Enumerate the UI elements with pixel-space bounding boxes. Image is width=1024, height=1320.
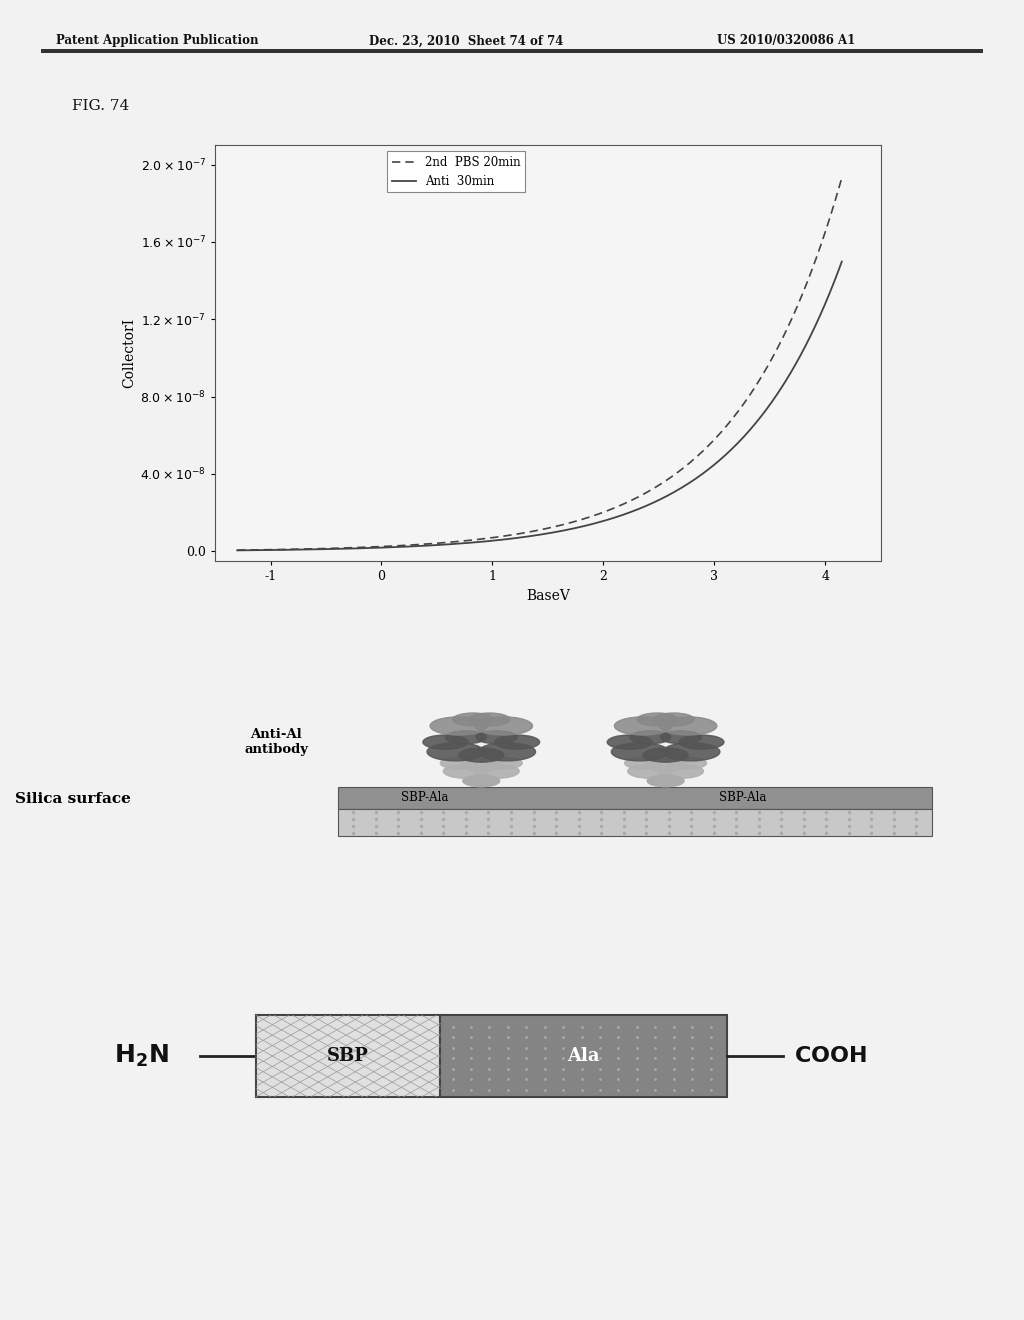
Circle shape xyxy=(611,743,669,760)
Line: Anti  30min: Anti 30min xyxy=(238,261,842,550)
2nd  PBS 20min xyxy=(522,524,535,540)
Circle shape xyxy=(659,717,717,735)
Circle shape xyxy=(485,758,522,770)
Circle shape xyxy=(660,731,701,743)
Bar xyxy=(338,787,932,809)
Circle shape xyxy=(614,717,672,735)
Text: SBP-Ala: SBP-Ala xyxy=(719,791,766,804)
Circle shape xyxy=(663,743,720,760)
Text: $\mathbf{H_2N}$: $\mathbf{H_2N}$ xyxy=(115,1043,169,1069)
Line: 2nd  PBS 20min: 2nd PBS 20min xyxy=(238,178,842,550)
Bar xyxy=(440,1015,727,1097)
Circle shape xyxy=(637,713,678,726)
Circle shape xyxy=(670,758,707,770)
Y-axis label: CollectorI: CollectorI xyxy=(122,318,136,388)
Circle shape xyxy=(459,748,504,762)
Circle shape xyxy=(476,731,517,743)
Circle shape xyxy=(607,735,652,750)
Circle shape xyxy=(461,758,502,771)
Circle shape xyxy=(495,735,540,750)
Circle shape xyxy=(645,758,686,771)
Circle shape xyxy=(423,735,468,750)
Anti  30min xyxy=(231,543,244,558)
Bar xyxy=(338,809,932,836)
Text: FIG. 74: FIG. 74 xyxy=(72,99,129,114)
Circle shape xyxy=(463,775,500,787)
Circle shape xyxy=(475,717,532,735)
Circle shape xyxy=(469,713,510,726)
Circle shape xyxy=(440,758,477,770)
Text: Anti-Al
antibody: Anti-Al antibody xyxy=(245,729,308,756)
Circle shape xyxy=(647,775,684,787)
Circle shape xyxy=(679,735,724,750)
Circle shape xyxy=(443,764,488,779)
Circle shape xyxy=(643,748,688,762)
Anti  30min xyxy=(821,290,834,306)
2nd  PBS 20min xyxy=(558,516,570,532)
Circle shape xyxy=(625,758,662,770)
Anti  30min xyxy=(518,529,530,545)
Text: SBP: SBP xyxy=(328,1047,369,1065)
Legend: 2nd  PBS 20min, Anti  30min: 2nd PBS 20min, Anti 30min xyxy=(387,150,525,193)
Text: US 2010/0320086 A1: US 2010/0320086 A1 xyxy=(717,34,855,48)
Text: Dec. 23, 2010  Sheet 74 of 74: Dec. 23, 2010 Sheet 74 of 74 xyxy=(369,34,563,48)
Anti  30min xyxy=(591,515,603,531)
Circle shape xyxy=(478,743,536,760)
2nd  PBS 20min xyxy=(231,543,244,558)
Circle shape xyxy=(658,764,703,779)
Circle shape xyxy=(653,713,694,726)
2nd  PBS 20min xyxy=(591,507,603,523)
Circle shape xyxy=(427,743,484,760)
2nd  PBS 20min xyxy=(836,170,848,186)
Bar xyxy=(256,1015,440,1097)
2nd  PBS 20min xyxy=(727,411,739,426)
Anti  30min xyxy=(727,440,739,455)
Text: SBP-Ala: SBP-Ala xyxy=(401,791,449,804)
2nd  PBS 20min xyxy=(821,218,834,234)
Anti  30min xyxy=(836,253,848,269)
Circle shape xyxy=(474,764,519,779)
Circle shape xyxy=(430,717,487,735)
Circle shape xyxy=(630,731,671,743)
Text: Silica surface: Silica surface xyxy=(15,792,131,805)
Circle shape xyxy=(445,731,486,743)
Anti  30min xyxy=(522,528,535,544)
Text: $\mathbf{COOH}$: $\mathbf{COOH}$ xyxy=(794,1045,866,1067)
X-axis label: BaseV: BaseV xyxy=(526,589,569,603)
Circle shape xyxy=(453,713,494,726)
Anti  30min xyxy=(558,523,570,539)
Text: Patent Application Publication: Patent Application Publication xyxy=(56,34,259,48)
Text: Ala: Ala xyxy=(567,1047,600,1065)
Circle shape xyxy=(628,764,673,779)
2nd  PBS 20min xyxy=(518,525,530,541)
